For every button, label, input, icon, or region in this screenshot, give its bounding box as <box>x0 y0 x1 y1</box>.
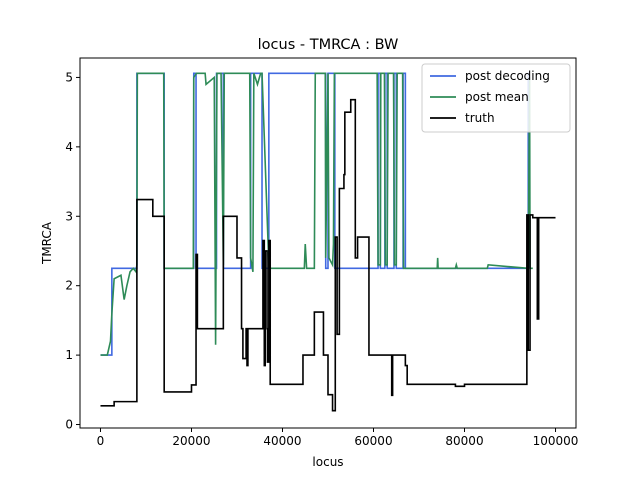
legend: post decoding post mean truth <box>421 63 571 133</box>
chart-title: locus - TMRCA : BW <box>258 37 399 53</box>
plot-frame <box>79 57 577 429</box>
x-tick-label: 100000 <box>533 434 579 448</box>
y-axis: 0 1 2 3 4 5 <box>65 70 80 432</box>
y-axis-label: TMRCA <box>40 221 54 265</box>
y-tick-label: 1 <box>65 348 73 362</box>
y-tick-label: 2 <box>65 279 73 293</box>
x-tick-label: 0 <box>97 434 105 448</box>
y-tick-label: 4 <box>65 140 73 154</box>
x-axis-label: locus <box>312 455 343 469</box>
legend-label: post mean <box>465 90 529 104</box>
series-line-2 <box>100 98 556 412</box>
y-tick-label: 5 <box>65 70 73 84</box>
legend-label: truth <box>465 111 495 125</box>
series-line-1 <box>100 72 533 356</box>
x-tick-label: 60000 <box>354 434 392 448</box>
y-tick-label: 0 <box>65 418 73 432</box>
x-tick-label: 20000 <box>172 434 210 448</box>
legend-label: post decoding <box>465 69 550 83</box>
x-tick-label: 80000 <box>445 434 483 448</box>
legend-box <box>421 63 571 133</box>
x-tick-label: 40000 <box>263 434 301 448</box>
x-axis: 0 20000 40000 60000 80000 100000 <box>97 428 579 448</box>
y-tick-label: 3 <box>65 209 73 223</box>
series-layer <box>100 72 556 412</box>
